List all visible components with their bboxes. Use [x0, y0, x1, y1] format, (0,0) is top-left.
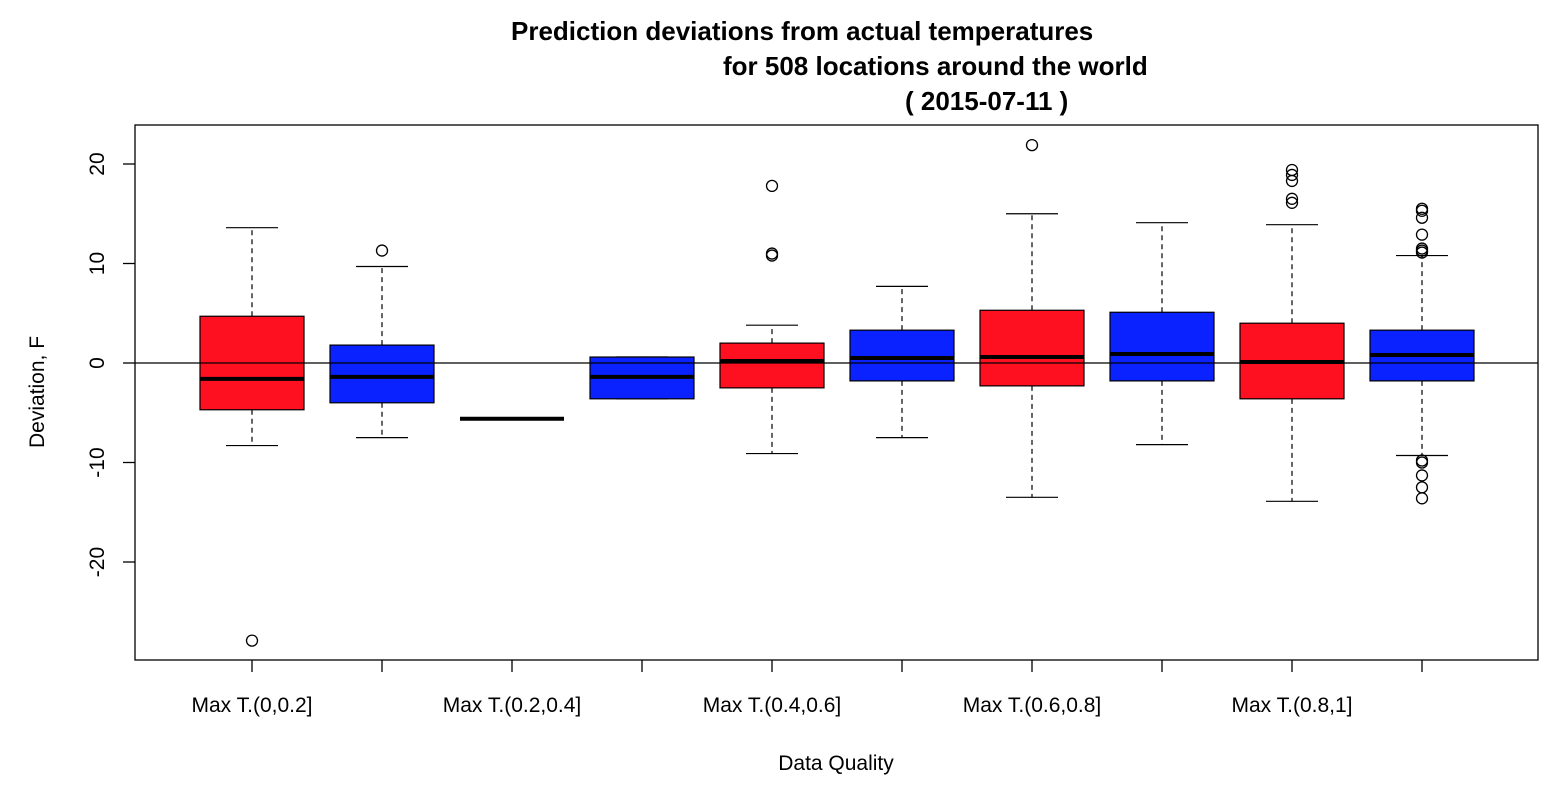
x-tick-label: Max T.(0.6,0.8] — [963, 694, 1102, 717]
outlier-point — [765, 249, 779, 262]
outlier-point — [1415, 469, 1429, 482]
chart-title-line-1: Prediction deviations from actual temper… — [511, 16, 1094, 46]
outlier-point — [245, 634, 259, 647]
box-7 — [979, 138, 1085, 498]
y-tick-label: -10 — [86, 447, 109, 477]
outlier-point — [1285, 168, 1299, 182]
outlier-point — [1415, 204, 1429, 217]
outlier-point — [1285, 192, 1299, 205]
y-tick-label: 10 — [86, 252, 109, 275]
outlier-point — [765, 179, 779, 193]
outlier-point — [1285, 196, 1299, 209]
box-body — [849, 329, 955, 382]
outlier-point — [1415, 211, 1429, 224]
box-5 — [719, 179, 825, 455]
y-axis-label: Deviation, F — [26, 336, 49, 448]
outlier-point — [1285, 174, 1299, 188]
x-tick-label: Max T.(0,0.2] — [192, 694, 313, 717]
outlier-point — [1415, 492, 1429, 505]
box-10 — [1369, 202, 1475, 505]
box-2 — [329, 244, 435, 439]
outlier-point — [1415, 246, 1429, 259]
x-tick-label: Max T.(0.4,0.6] — [703, 694, 842, 717]
x-tick-label: Max T.(0.2,0.4] — [443, 694, 582, 717]
outlier-point — [1415, 481, 1429, 494]
box-9 — [1239, 163, 1345, 502]
y-tick-label: 0 — [86, 357, 109, 369]
box-6 — [849, 285, 955, 439]
chart-title-line-3: ( 2015-07-11 ) — [905, 86, 1069, 116]
box-body — [979, 309, 1085, 387]
x-tick-label: Max T.(0.8,1] — [1232, 694, 1353, 717]
box-8 — [1109, 222, 1215, 446]
boxes-layer — [199, 138, 1475, 647]
x-axis-label: Data Quality — [778, 752, 894, 775]
chart-title-line-2: for 508 locations around the world — [723, 51, 1148, 81]
y-tick-label: -20 — [86, 547, 109, 577]
axes-layer: -20 -10 0 10 20 Max T.(0,0.2] Max T.(0.2,0.4] M… — [86, 124, 1539, 717]
outlier-point — [1025, 138, 1039, 152]
box-body — [719, 342, 825, 389]
y-tick-label: 20 — [86, 152, 109, 175]
box-body — [1109, 311, 1215, 382]
box-1 — [199, 227, 305, 647]
outlier-point — [375, 244, 389, 257]
box-body — [329, 344, 435, 404]
outlier-point — [1415, 456, 1429, 469]
plot-frame — [134, 124, 1539, 661]
outlier-point — [1415, 228, 1429, 241]
box-4 — [589, 356, 695, 400]
